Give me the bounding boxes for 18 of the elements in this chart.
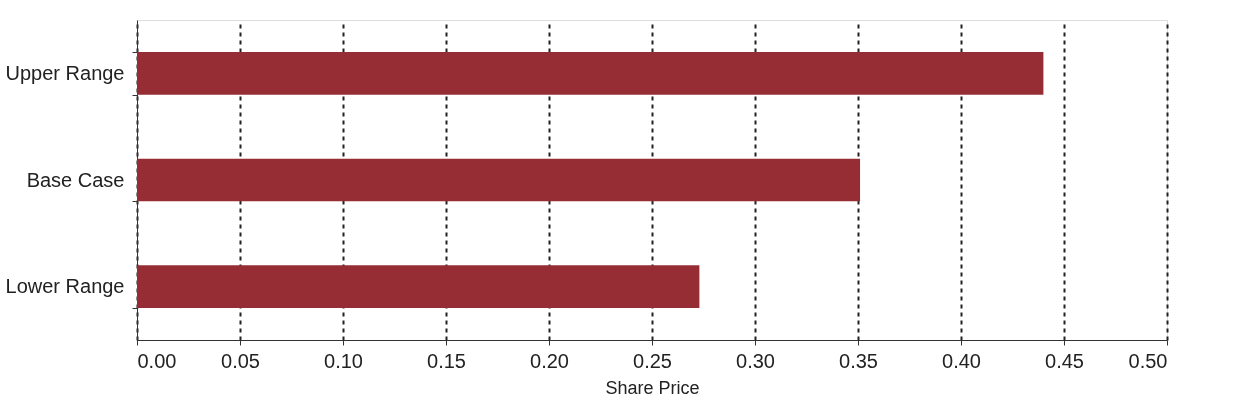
x-tick-label: 0.20 — [530, 349, 569, 372]
bar — [137, 265, 700, 308]
x-tick-label: 0.00 — [137, 349, 177, 372]
x-axis-title: Share Price — [605, 377, 700, 398]
x-tick-label: 0.50 — [1128, 349, 1168, 372]
y-tick-label: Upper Range — [5, 61, 125, 84]
x-tick-label: 0.35 — [839, 349, 878, 372]
x-tick-label: 0.10 — [324, 349, 363, 372]
x-tick-label: 0.45 — [1045, 349, 1084, 372]
x-tick-label: 0.40 — [942, 349, 981, 372]
y-tick-label: Lower Range — [5, 275, 125, 298]
bar — [137, 52, 1044, 95]
x-tick-label: 0.25 — [633, 349, 672, 372]
y-tick-label: Base Case — [26, 168, 125, 191]
x-tick-label: 0.05 — [221, 349, 260, 372]
x-tick-label: 0.30 — [736, 349, 775, 372]
bar — [137, 158, 861, 202]
x-tick-label: 0.15 — [427, 349, 466, 372]
